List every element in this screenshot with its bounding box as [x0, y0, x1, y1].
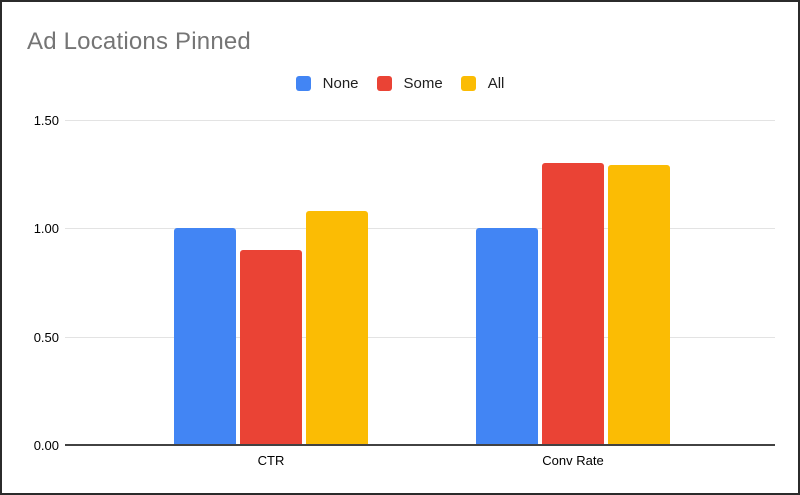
x-axis-baseline	[65, 444, 775, 446]
legend-swatch-none	[295, 75, 311, 91]
y-axis-tick-label: 1.50	[33, 113, 59, 128]
x-axis-category-label: CTR	[257, 453, 285, 468]
bar-some-ctr	[240, 250, 302, 445]
legend-swatch-some	[376, 75, 392, 91]
gridline	[65, 337, 775, 338]
y-axis-tick-label: 0.00	[33, 438, 59, 453]
bar-none-ctr	[174, 228, 236, 445]
gridline	[65, 120, 775, 121]
bar-all-ctr	[306, 211, 368, 445]
legend-label: All	[487, 74, 505, 92]
legend-label: Some	[403, 74, 443, 92]
bar-none-conv-rate	[476, 228, 538, 445]
legend-item-none: None	[295, 74, 359, 92]
bar-some-conv-rate	[542, 163, 604, 445]
legend-label: None	[322, 74, 359, 92]
legend-item-all: All	[460, 74, 505, 92]
bar-all-conv-rate	[608, 165, 670, 445]
chart-legend: None Some All	[2, 73, 798, 93]
chart-title: Ad Locations Pinned	[27, 28, 251, 55]
x-axis-category-label: Conv Rate	[542, 453, 604, 468]
gridline	[65, 228, 775, 229]
y-axis-tick-label: 0.50	[33, 330, 59, 345]
legend-swatch-all	[460, 75, 476, 91]
legend-item-some: Some	[376, 74, 443, 92]
y-axis-tick-label: 1.00	[33, 221, 59, 236]
